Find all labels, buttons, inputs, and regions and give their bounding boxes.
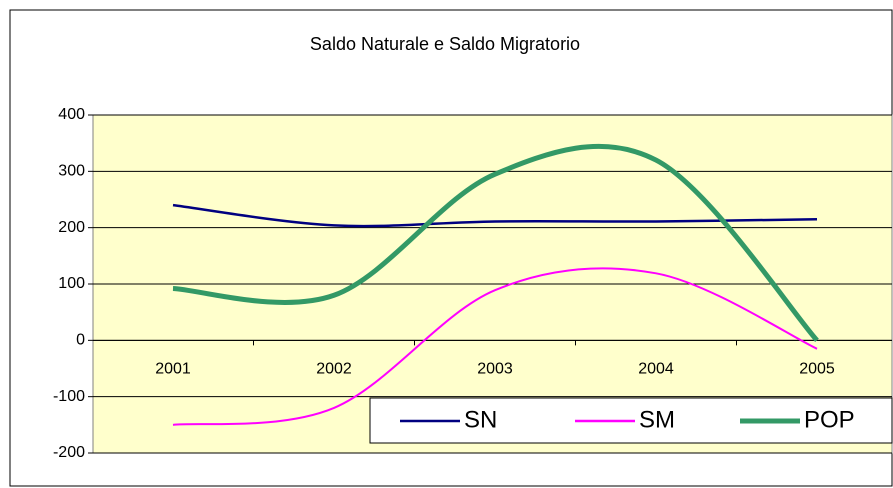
series-line [172,143,819,342]
y-tick-label: 200 [58,219,85,236]
x-tick-label: 2004 [638,361,674,378]
series-line [172,203,818,228]
y-tick-label: -100 [53,388,85,405]
y-tick-label: 0 [76,332,85,349]
y-tick-label: -200 [53,444,85,461]
legend-label: SN [464,406,497,433]
x-tick-label: 2003 [477,361,513,378]
series-line [172,267,818,426]
y-tick-label: 400 [58,106,85,123]
y-tick-label: 100 [58,275,85,292]
y-tick-label: 300 [58,163,85,180]
x-tick-label: 2002 [316,361,352,378]
chart-title: Saldo Naturale e Saldo Migratorio [310,34,580,54]
x-tick-label: 2001 [155,361,191,378]
x-tick-label: 2005 [799,361,835,378]
legend-label: SM [639,406,675,433]
legend-label: POP [804,406,855,433]
